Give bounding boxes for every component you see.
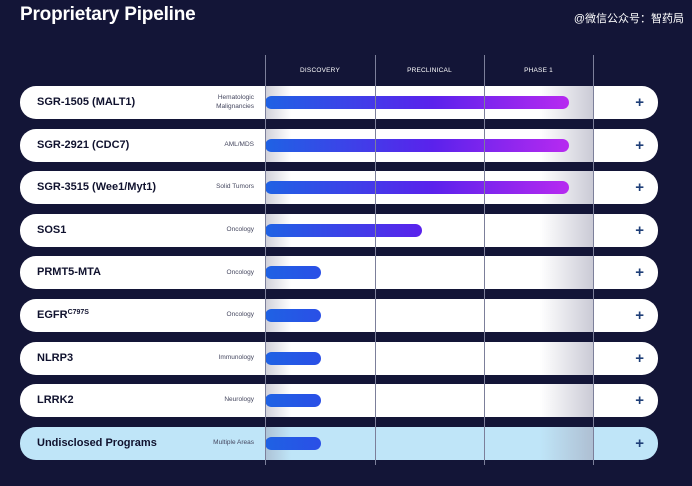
therapeutic-area: Neurology bbox=[224, 396, 254, 404]
progress-bar bbox=[265, 351, 321, 365]
row-shade-right bbox=[540, 256, 593, 290]
progress-bar bbox=[265, 223, 422, 237]
plus-icon[interactable]: + bbox=[635, 264, 644, 282]
progress-bar bbox=[265, 181, 569, 195]
stage-divider-1 bbox=[375, 55, 376, 465]
program-row[interactable]: EGFRC797S Oncology + bbox=[20, 299, 658, 332]
therapeutic-area: Multiple Areas bbox=[213, 439, 254, 447]
plus-icon[interactable]: + bbox=[635, 349, 644, 367]
program-name: EGFRC797S bbox=[37, 309, 89, 321]
therapeutic-area: Oncology bbox=[226, 268, 254, 276]
watermark: @微信公众号：智药局 bbox=[573, 13, 684, 25]
therapeutic-area: Oncology bbox=[226, 226, 254, 234]
progress-bar bbox=[265, 309, 321, 322]
program-name: SGR-2921 (CDC7) bbox=[37, 138, 130, 151]
program-name: Undisclosed Programs bbox=[37, 436, 157, 449]
plus-icon[interactable]: + bbox=[635, 221, 644, 239]
plus-icon[interactable]: + bbox=[635, 136, 644, 154]
plus-icon[interactable]: + bbox=[635, 392, 644, 410]
program-row[interactable]: LRRK2 Neurology + bbox=[20, 384, 658, 418]
therapeutic-area: Solid Tumors bbox=[216, 183, 254, 191]
progress-bar bbox=[265, 266, 321, 280]
therapeutic-area: Oncology bbox=[226, 311, 254, 319]
stage-header-discovery: DISCOVERY bbox=[300, 67, 340, 74]
plus-icon[interactable]: + bbox=[635, 94, 644, 111]
row-shade-right bbox=[540, 384, 593, 418]
program-row[interactable]: SGR-2921 (CDC7) AML/MDS + bbox=[20, 128, 658, 162]
program-row[interactable]: PRMT5-MTA Oncology + bbox=[20, 256, 658, 290]
stage-header-preclinical: PRECLINICAL bbox=[407, 67, 452, 74]
row-shade-right bbox=[540, 341, 593, 375]
progress-bar bbox=[265, 436, 321, 450]
plus-icon[interactable]: + bbox=[635, 179, 644, 197]
therapeutic-area: Immunology bbox=[218, 353, 254, 361]
plus-icon[interactable]: + bbox=[635, 434, 644, 452]
program-name: NLRP3 bbox=[37, 351, 74, 364]
progress-bar bbox=[265, 138, 569, 152]
page-title: Proprietary Pipeline bbox=[20, 4, 196, 25]
program-name: SOS1 bbox=[37, 223, 67, 236]
row-shade-right bbox=[540, 299, 593, 332]
program-name: SGR-3515 (Wee1/Myt1) bbox=[37, 181, 157, 194]
program-name: SGR-1505 (MALT1) bbox=[37, 96, 136, 108]
program-row[interactable]: NLRP3 Immunology + bbox=[20, 341, 658, 375]
program-name-superscript: C797S bbox=[67, 309, 89, 316]
program-row[interactable]: SGR-3515 (Wee1/Myt1) Solid Tumors + bbox=[20, 171, 658, 205]
program-name: LRRK2 bbox=[37, 394, 74, 407]
stage-divider-3 bbox=[593, 55, 594, 465]
stage-divider-2 bbox=[484, 55, 485, 465]
row-shade-right bbox=[540, 426, 593, 460]
stage-header-phase-1: PHASE 1 bbox=[524, 67, 553, 74]
program-row[interactable]: Undisclosed Programs Multiple Areas + bbox=[20, 426, 658, 460]
stage-divider-0 bbox=[265, 55, 266, 465]
progress-bar bbox=[265, 96, 569, 109]
plus-icon[interactable]: + bbox=[635, 307, 644, 324]
program-name: PRMT5-MTA bbox=[37, 266, 101, 279]
program-row[interactable]: SOS1 Oncology + bbox=[20, 213, 658, 247]
row-shade-right bbox=[540, 213, 593, 247]
program-row[interactable]: SGR-1505 (MALT1) Hematologic Malignancies… bbox=[20, 86, 658, 119]
progress-bar bbox=[265, 394, 321, 408]
therapeutic-area: Hematologic Malignancies bbox=[216, 94, 254, 110]
therapeutic-area: AML/MDS bbox=[224, 140, 254, 148]
